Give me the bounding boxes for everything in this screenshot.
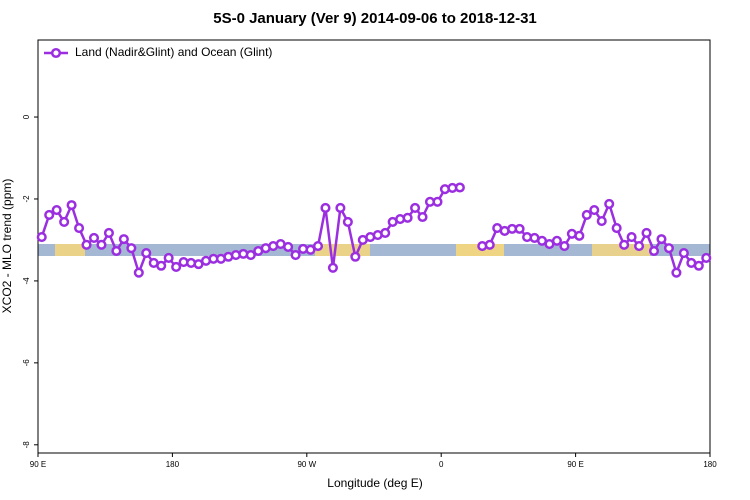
point	[156, 260, 167, 271]
x-tick-label: 90 W	[297, 460, 316, 469]
point	[611, 223, 622, 234]
point	[327, 262, 338, 273]
point	[245, 250, 256, 261]
ocean-band	[38, 244, 710, 256]
point	[454, 182, 465, 193]
point	[283, 241, 294, 252]
point	[163, 252, 174, 264]
point	[671, 267, 682, 278]
point	[402, 212, 413, 223]
point	[342, 216, 353, 227]
legend-marker	[50, 47, 62, 59]
point	[634, 241, 645, 252]
point	[417, 211, 428, 223]
point	[171, 261, 182, 273]
point	[312, 241, 324, 252]
point	[484, 239, 495, 250]
point	[111, 245, 122, 257]
point	[305, 244, 316, 255]
point	[74, 223, 85, 234]
x-tick-label: 180	[703, 460, 717, 469]
y-axis-label: XCO2 - MLO trend (ppm)	[0, 179, 14, 314]
point	[514, 223, 525, 234]
point	[96, 239, 107, 250]
point	[81, 239, 92, 250]
x-tick-label: 90 E	[567, 460, 583, 469]
point	[350, 251, 361, 262]
point	[663, 243, 674, 254]
point	[551, 235, 562, 246]
point	[596, 216, 607, 227]
x-tick-label: 180	[166, 460, 180, 469]
point	[604, 198, 615, 209]
point	[44, 209, 55, 221]
point	[133, 267, 144, 278]
point	[380, 227, 391, 239]
x-axis-label: Longitude (deg E)	[327, 476, 422, 490]
point	[626, 232, 637, 243]
land-ocean-band	[38, 244, 710, 256]
point	[574, 230, 585, 241]
point	[693, 260, 704, 271]
point	[126, 243, 137, 254]
point	[103, 227, 114, 239]
chart-title: 5S-0 January (Ver 9) 2014-09-06 to 2018-…	[213, 10, 537, 27]
point	[410, 202, 421, 214]
point	[141, 248, 152, 259]
point	[88, 232, 100, 243]
point	[59, 216, 70, 227]
x-tick-label: 90 E	[30, 460, 46, 469]
point	[66, 200, 77, 211]
point	[656, 234, 667, 245]
y-tick-label: 0	[22, 114, 31, 119]
point	[648, 245, 660, 257]
point	[36, 232, 47, 243]
y-tick-label: -6	[22, 359, 31, 367]
y-tick-label: -8	[22, 441, 31, 449]
point	[51, 204, 62, 216]
land-patch	[315, 244, 370, 256]
point	[559, 241, 570, 252]
point	[701, 252, 712, 264]
plot-frame	[37, 39, 711, 454]
point	[678, 248, 689, 259]
point	[118, 234, 129, 245]
point	[589, 204, 600, 216]
point	[641, 227, 652, 239]
point	[290, 250, 301, 261]
legend-label: Land (Nadir&Glint) and Ocean (Glint)	[75, 45, 272, 59]
y-tick-label: -4	[22, 277, 31, 285]
land-patch	[55, 244, 85, 256]
point	[581, 209, 592, 221]
y-tick-label: -2	[22, 195, 31, 203]
point	[335, 202, 346, 214]
x-tick-label: 0	[439, 460, 444, 469]
point	[619, 239, 630, 250]
point	[320, 202, 331, 214]
point	[432, 196, 443, 207]
